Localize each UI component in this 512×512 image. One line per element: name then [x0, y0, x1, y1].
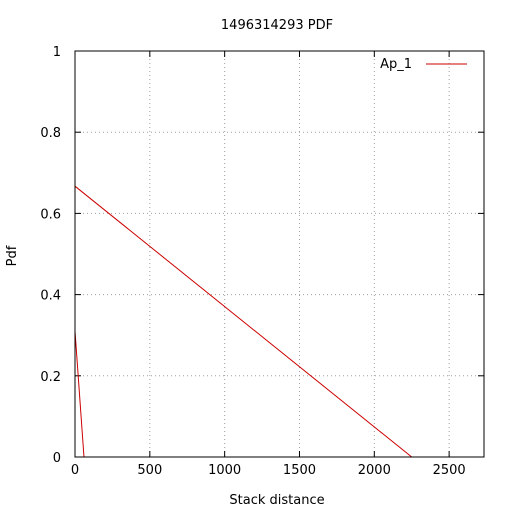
y-tick-label: 0	[53, 451, 61, 466]
grid	[75, 51, 484, 457]
x-axis-label: Stack distance	[229, 493, 324, 508]
y-tick-label: 0.6	[40, 207, 61, 222]
plot-frame	[74, 50, 485, 458]
legend: Ap_1	[380, 57, 467, 72]
axis-ticks	[74, 50, 484, 458]
y-tick-label: 0.4	[40, 289, 61, 304]
series-line-ap-1	[74, 331, 85, 458]
series-line-ap-1	[74, 185, 413, 458]
x-tick-label: 2500	[433, 463, 466, 478]
y-tick-label: 1	[53, 45, 61, 60]
series-layer	[74, 185, 413, 458]
y-tick-label: 0.8	[40, 126, 61, 141]
x-tick-label: 1500	[283, 463, 316, 478]
x-tick-label: 500	[137, 463, 162, 478]
y-tick-label: 0.2	[40, 370, 61, 385]
x-tick-label: 0	[71, 463, 79, 478]
chart-title: 1496314293 PDF	[221, 18, 333, 33]
x-tick-label: 1000	[208, 463, 241, 478]
y-axis-label: Pdf	[5, 245, 20, 266]
x-tick-label: 2000	[358, 463, 391, 478]
legend-label-ap-1: Ap_1	[380, 57, 412, 72]
